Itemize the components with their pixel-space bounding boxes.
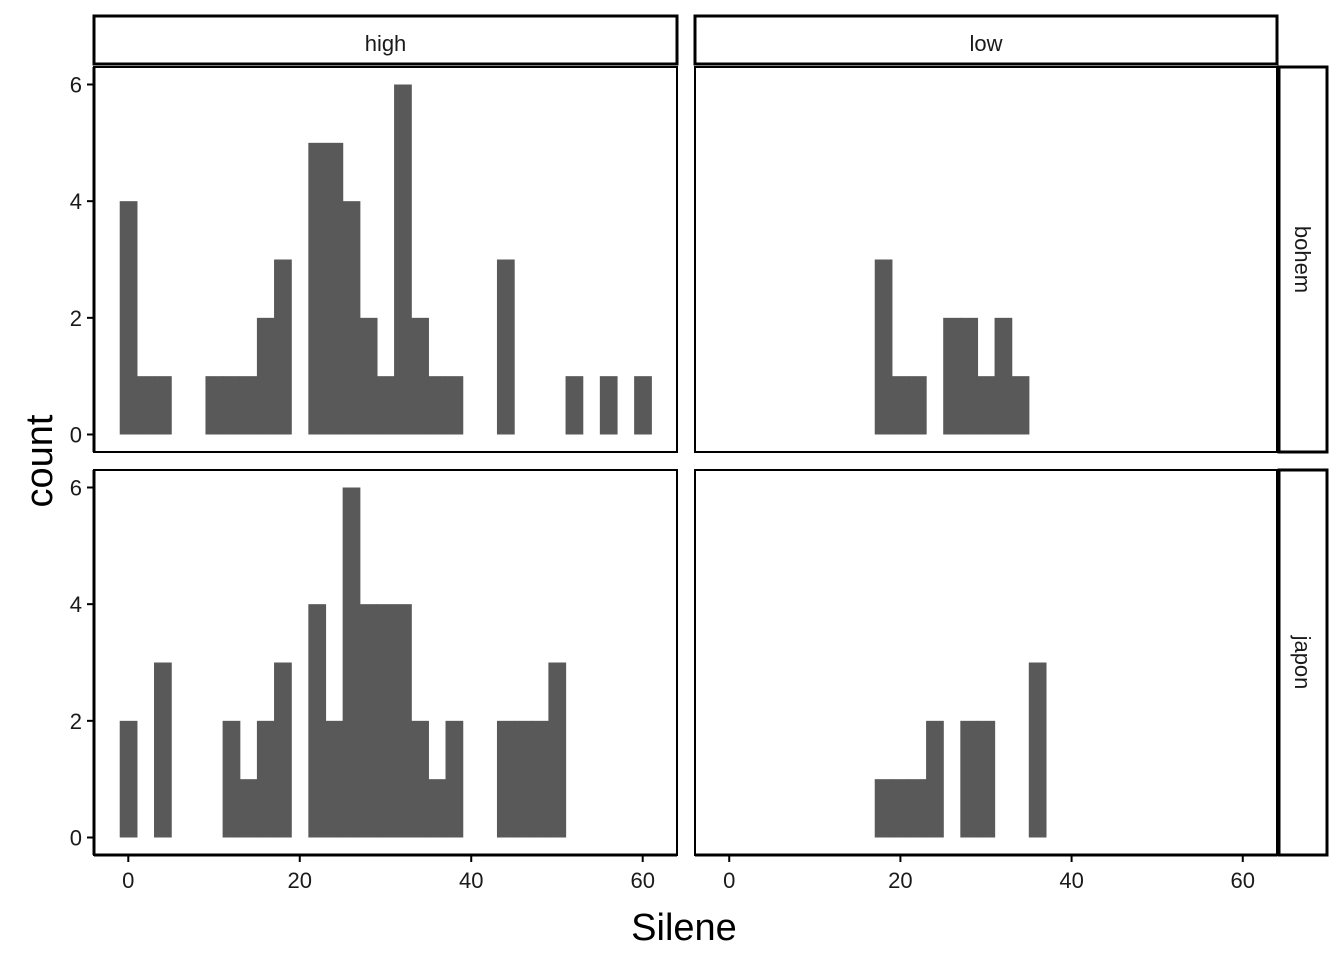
histogram-bar <box>325 142 344 435</box>
y-axis-title: count <box>19 414 61 507</box>
row-strip-bohem <box>1277 65 1329 454</box>
histogram-bar <box>394 84 412 435</box>
histogram-bar <box>205 376 224 435</box>
panel-japon-high <box>93 469 678 856</box>
row-strip-label-bohem: bohem <box>1290 226 1315 293</box>
col-strip-high <box>92 14 679 66</box>
panel-border <box>694 66 1278 453</box>
histogram-bar <box>428 779 447 838</box>
facet-strips: high low bohem japon <box>92 14 1329 857</box>
histogram-bar <box>926 720 944 838</box>
y-tick-label: 0 <box>70 423 82 448</box>
x-tick-label: 20 <box>288 868 312 893</box>
x-tick-label: 60 <box>1231 868 1255 893</box>
y-tick-label: 4 <box>70 189 82 214</box>
histogram-bar <box>531 720 549 838</box>
x-tick-label: 60 <box>630 868 654 893</box>
histogram-bar <box>154 376 172 435</box>
x-tick-label: 40 <box>459 868 483 893</box>
histogram-bar <box>411 720 429 838</box>
histogram-bar <box>977 376 996 435</box>
histogram-bar <box>239 779 258 838</box>
panel-bohem-high <box>93 66 678 453</box>
row-strip-japon <box>1277 468 1329 857</box>
y-tick-label: 2 <box>70 306 82 331</box>
histogram-bar <box>565 376 584 435</box>
histogram-bar <box>599 376 618 435</box>
histogram-bar <box>274 259 292 435</box>
x-tick-label: 0 <box>723 868 735 893</box>
histogram-bar <box>359 604 378 838</box>
histogram-bar <box>325 720 344 838</box>
histogram-bar <box>256 317 275 435</box>
histogram-bar <box>1011 376 1030 435</box>
col-strip-label-high: high <box>365 31 407 56</box>
histogram-bar <box>891 376 910 435</box>
panel-bohem-low <box>694 66 1278 453</box>
row-strip-label-japon: japon <box>1290 635 1315 690</box>
histogram-bar <box>960 317 979 435</box>
histogram-bar <box>908 376 927 435</box>
histogram-bar <box>376 604 395 838</box>
histogram-bar <box>136 376 155 435</box>
y-tick-label: 2 <box>70 709 82 734</box>
histogram-bar <box>891 779 910 838</box>
histogram-bar <box>119 720 138 838</box>
histogram-bar <box>634 376 652 435</box>
histogram-bar <box>222 376 241 435</box>
x-tick-label: 0 <box>122 868 134 893</box>
histogram-bar <box>943 317 961 435</box>
panel-japon-low <box>694 469 1278 856</box>
y-tick-label: 4 <box>70 592 82 617</box>
histogram-bar <box>874 259 893 435</box>
histogram-bar <box>514 720 532 838</box>
histogram-bar <box>496 720 515 838</box>
y-tick-label: 6 <box>70 73 82 98</box>
y-tick-label: 6 <box>70 476 82 501</box>
histogram-bar <box>222 720 241 838</box>
histogram-bar <box>445 376 464 435</box>
histogram-bar <box>376 376 395 435</box>
y-tick-label: 0 <box>70 826 82 851</box>
histogram-bar <box>994 317 1013 435</box>
histogram-bar <box>960 720 979 838</box>
histogram-bar <box>908 779 927 838</box>
histogram-bar <box>394 604 412 838</box>
x-tick-label: 20 <box>888 868 912 893</box>
histogram-bar <box>977 720 996 838</box>
histogram-bar <box>154 662 172 838</box>
histogram-bar <box>256 720 275 838</box>
histogram-bar <box>428 376 447 435</box>
histogram-bar <box>1028 662 1047 838</box>
histogram-bar <box>274 662 292 838</box>
histogram-bar <box>308 604 327 838</box>
facet-panels <box>93 66 1278 856</box>
histogram-bar <box>496 259 515 435</box>
histogram-bar <box>548 662 567 838</box>
histogram-bar <box>308 142 327 435</box>
histogram-bar <box>342 201 361 435</box>
x-axis-title: Silene <box>631 907 737 949</box>
histogram-bar <box>342 487 361 838</box>
histogram-bar <box>411 317 429 435</box>
histogram-bar <box>239 376 258 435</box>
histogram-bar <box>119 201 138 435</box>
histogram-bar <box>445 720 464 838</box>
col-strip-low <box>693 14 1279 66</box>
histogram-bar <box>874 779 893 838</box>
col-strip-label-low: low <box>969 31 1002 56</box>
histogram-bar <box>359 317 378 435</box>
x-tick-label: 40 <box>1059 868 1083 893</box>
